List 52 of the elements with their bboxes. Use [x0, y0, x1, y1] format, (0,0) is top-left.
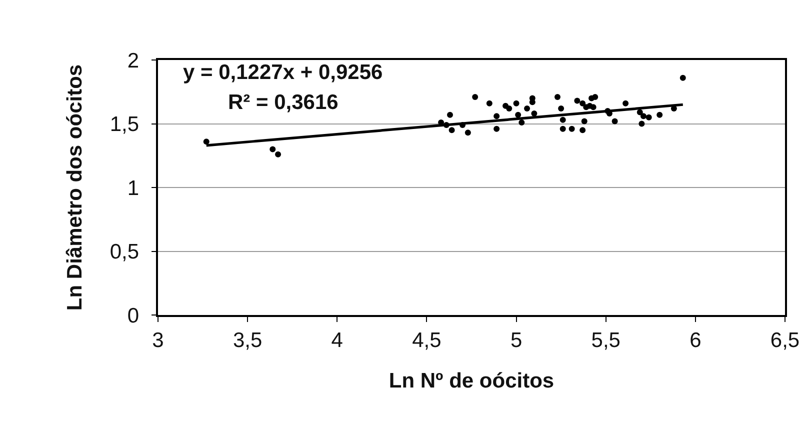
annotation: y = 0,1227x + 0,9256: [183, 61, 383, 84]
y-tick-label: 0: [127, 304, 140, 328]
x-tick-label: 6: [690, 328, 702, 352]
point: [558, 105, 564, 112]
x-tick-label: 3,5: [232, 328, 262, 352]
point: [506, 105, 512, 112]
point: [448, 127, 455, 134]
x-axis-title: Ln Nº de oócitos: [388, 370, 554, 393]
point: [646, 114, 652, 120]
point: [494, 113, 500, 120]
point: [612, 118, 618, 124]
point: [270, 146, 276, 152]
point: [518, 119, 525, 126]
point: [447, 112, 453, 118]
y-tick-label: 1,5: [110, 113, 140, 136]
point: [560, 116, 566, 123]
x-tick-label: 5: [510, 328, 522, 352]
point: [464, 130, 471, 136]
point: [680, 74, 686, 81]
x-tick-label: 5,5: [591, 328, 620, 352]
y-tick-label: 2: [127, 49, 140, 72]
x-tick-label: 3: [152, 328, 164, 352]
point: [640, 113, 646, 120]
x-tick-label: 4: [331, 328, 344, 352]
point: [636, 109, 643, 116]
point: [560, 126, 566, 132]
point: [531, 110, 538, 117]
point: [656, 112, 663, 118]
point: [622, 100, 629, 106]
point: [580, 127, 586, 134]
y-tick-label: 0,5: [110, 240, 140, 264]
point: [524, 105, 530, 112]
x-tick-label: 6,5: [770, 328, 800, 352]
point: [574, 98, 580, 104]
point: [581, 118, 588, 124]
annotation: R² = 0,3616: [228, 91, 338, 114]
point: [592, 94, 598, 100]
point: [590, 104, 596, 110]
point: [568, 126, 575, 132]
point: [203, 138, 210, 145]
point: [472, 94, 478, 100]
point: [580, 100, 586, 106]
point: [554, 94, 560, 100]
point: [275, 151, 282, 158]
x-tick-label: 4,5: [412, 328, 442, 352]
point: [515, 112, 522, 118]
point: [486, 100, 492, 106]
y-tick-label: 1: [127, 176, 140, 200]
point: [638, 120, 645, 127]
point: [513, 100, 520, 106]
y-axis-title: Ln Diâmetro dos oócitos: [63, 64, 86, 311]
point: [494, 126, 500, 132]
